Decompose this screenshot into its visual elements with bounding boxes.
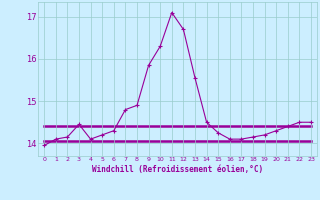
X-axis label: Windchill (Refroidissement éolien,°C): Windchill (Refroidissement éolien,°C) xyxy=(92,165,263,174)
